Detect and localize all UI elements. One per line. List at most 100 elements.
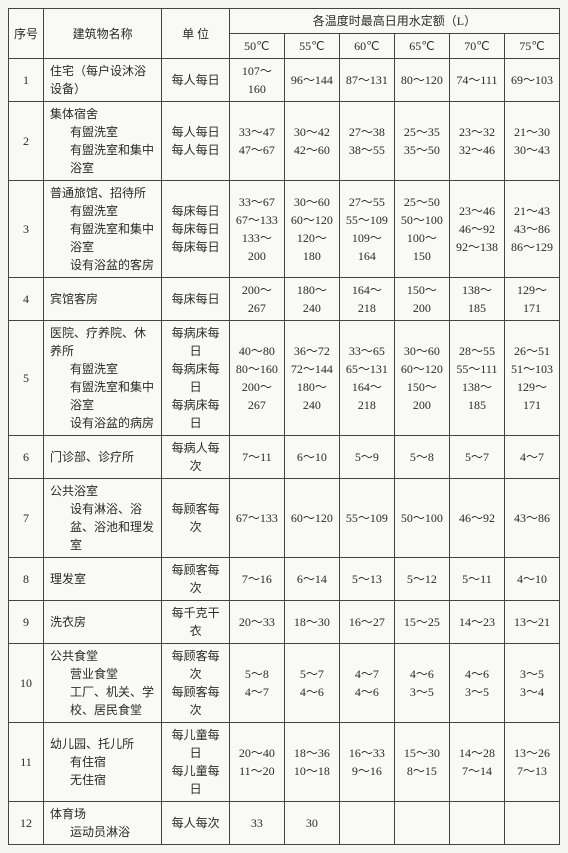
- name-cell: 医院、疗养院、休养所有盥洗室有盥洗室和集中浴室设有浴盆的病房: [43, 321, 161, 436]
- seq-cell: 9: [9, 601, 44, 644]
- value-cell: 16～27: [339, 601, 394, 644]
- value-cell: 20～33: [229, 601, 284, 644]
- value-cell: 16～339～16: [339, 723, 394, 802]
- name-cell: 住宅（每户设沐浴设备）: [43, 59, 161, 102]
- col-group: 各温度时最高日用水定额（L）: [229, 9, 559, 34]
- value-cell: 18～3610～18: [284, 723, 339, 802]
- table-row: 10 公共食堂营业食堂工厂、机关、学校、居民食堂 每顾客每次每顾客每次 5～84…: [9, 644, 560, 723]
- value-cell: 46～92: [449, 479, 504, 558]
- value-cell: [394, 802, 449, 845]
- seq-cell: 7: [9, 479, 44, 558]
- value-cell: 69～103: [504, 59, 559, 102]
- value-cell: 25～3535～50: [394, 102, 449, 181]
- value-cell: 30: [284, 802, 339, 845]
- value-cell: 30～6060～120120～180: [284, 181, 339, 278]
- water-quota-table: 序号 建筑物名称 单 位 各温度时最高日用水定额（L） 50℃ 55℃ 60℃ …: [8, 8, 560, 845]
- value-cell: 28～5555～111138～185: [449, 321, 504, 436]
- value-cell: [504, 802, 559, 845]
- value-cell: 87～131: [339, 59, 394, 102]
- value-cell: 107～160: [229, 59, 284, 102]
- value-cell: 200～267: [229, 278, 284, 321]
- value-cell: 25～5050～100100～150: [394, 181, 449, 278]
- value-cell: 20～4011～20: [229, 723, 284, 802]
- value-cell: 30～4242～60: [284, 102, 339, 181]
- value-cell: [449, 802, 504, 845]
- unit-cell: 每病床每日每病床每日每病床每日: [162, 321, 229, 436]
- value-cell: 4～74～6: [339, 644, 394, 723]
- table-row: 7 公共浴室设有淋浴、浴盆、浴池和理发室 每顾客每次 67～13360～1205…: [9, 479, 560, 558]
- value-cell: 5～84～7: [229, 644, 284, 723]
- value-cell: 13～267～13: [504, 723, 559, 802]
- value-cell: 138～185: [449, 278, 504, 321]
- value-cell: 5～7: [449, 436, 504, 479]
- name-cell: 幼儿园、托儿所有住宿无住宿: [43, 723, 161, 802]
- unit-cell: 每儿童每日每儿童每日: [162, 723, 229, 802]
- seq-cell: 1: [9, 59, 44, 102]
- value-cell: 5～12: [394, 558, 449, 601]
- value-cell: 5～9: [339, 436, 394, 479]
- value-cell: 5～11: [449, 558, 504, 601]
- seq-cell: 10: [9, 644, 44, 723]
- value-cell: 129～171: [504, 278, 559, 321]
- value-cell: 5～8: [394, 436, 449, 479]
- unit-cell: 每病人每次: [162, 436, 229, 479]
- value-cell: 180～240: [284, 278, 339, 321]
- value-cell: 5～74～6: [284, 644, 339, 723]
- value-cell: 5～13: [339, 558, 394, 601]
- seq-cell: 2: [9, 102, 44, 181]
- value-cell: 27～3838～55: [339, 102, 394, 181]
- seq-cell: 5: [9, 321, 44, 436]
- unit-cell: 每顾客每次: [162, 479, 229, 558]
- name-cell: 公共食堂营业食堂工厂、机关、学校、居民食堂: [43, 644, 161, 723]
- value-cell: 15～308～15: [394, 723, 449, 802]
- table-row: 5 医院、疗养院、休养所有盥洗室有盥洗室和集中浴室设有浴盆的病房 每病床每日每病…: [9, 321, 560, 436]
- value-cell: 33～4747～67: [229, 102, 284, 181]
- value-cell: 7～16: [229, 558, 284, 601]
- name-cell: 门诊部、诊疗所: [43, 436, 161, 479]
- value-cell: 21～4343～8686～129: [504, 181, 559, 278]
- value-cell: [339, 802, 394, 845]
- unit-cell: 每人每次: [162, 802, 229, 845]
- value-cell: 33～6767～133133～200: [229, 181, 284, 278]
- seq-cell: 3: [9, 181, 44, 278]
- value-cell: 96～144: [284, 59, 339, 102]
- value-cell: 55～109: [339, 479, 394, 558]
- value-cell: 6～10: [284, 436, 339, 479]
- name-cell: 公共浴室设有淋浴、浴盆、浴池和理发室: [43, 479, 161, 558]
- seq-cell: 4: [9, 278, 44, 321]
- value-cell: 15～25: [394, 601, 449, 644]
- name-cell: 宾馆客房: [43, 278, 161, 321]
- col-name: 建筑物名称: [43, 9, 161, 59]
- value-cell: 4～63～5: [394, 644, 449, 723]
- table-row: 8 理发室 每顾客每次 7～166～145～135～125～114～10: [9, 558, 560, 601]
- value-cell: 21～3030～43: [504, 102, 559, 181]
- value-cell: 26～5151～103129～171: [504, 321, 559, 436]
- name-cell: 体育场运动员淋浴: [43, 802, 161, 845]
- col-unit: 单 位: [162, 9, 229, 59]
- table-row: 4 宾馆客房 每床每日 200～267180～240164～218150～200…: [9, 278, 560, 321]
- value-cell: 150～200: [394, 278, 449, 321]
- name-cell: 集体宿舍有盥洗室有盥洗室和集中浴室: [43, 102, 161, 181]
- value-cell: 23～3232～46: [449, 102, 504, 181]
- seq-cell: 11: [9, 723, 44, 802]
- value-cell: 60～120: [284, 479, 339, 558]
- table-row: 6 门诊部、诊疗所 每病人每次 7～116～105～95～85～74～7: [9, 436, 560, 479]
- value-cell: 14～287～14: [449, 723, 504, 802]
- value-cell: 18～30: [284, 601, 339, 644]
- table-row: 1 住宅（每户设沐浴设备） 每人每日 107～16096～14487～13180…: [9, 59, 560, 102]
- value-cell: 13～21: [504, 601, 559, 644]
- unit-cell: 每顾客每次每顾客每次: [162, 644, 229, 723]
- value-cell: 7～11: [229, 436, 284, 479]
- value-cell: 4～10: [504, 558, 559, 601]
- value-cell: 4～7: [504, 436, 559, 479]
- value-cell: 43～86: [504, 479, 559, 558]
- value-cell: 80～120: [394, 59, 449, 102]
- value-cell: 36～7272～144180～240: [284, 321, 339, 436]
- value-cell: 33～6565～131164～218: [339, 321, 394, 436]
- table-row: 11 幼儿园、托儿所有住宿无住宿 每儿童每日每儿童每日 20～4011～2018…: [9, 723, 560, 802]
- unit-cell: 每人每日: [162, 59, 229, 102]
- value-cell: 3～53～4: [504, 644, 559, 723]
- table-row: 9 洗衣房 每千克干衣 20～3318～3016～2715～2514～2313～…: [9, 601, 560, 644]
- value-cell: 164～218: [339, 278, 394, 321]
- table-row: 12 体育场运动员淋浴 每人每次 3330: [9, 802, 560, 845]
